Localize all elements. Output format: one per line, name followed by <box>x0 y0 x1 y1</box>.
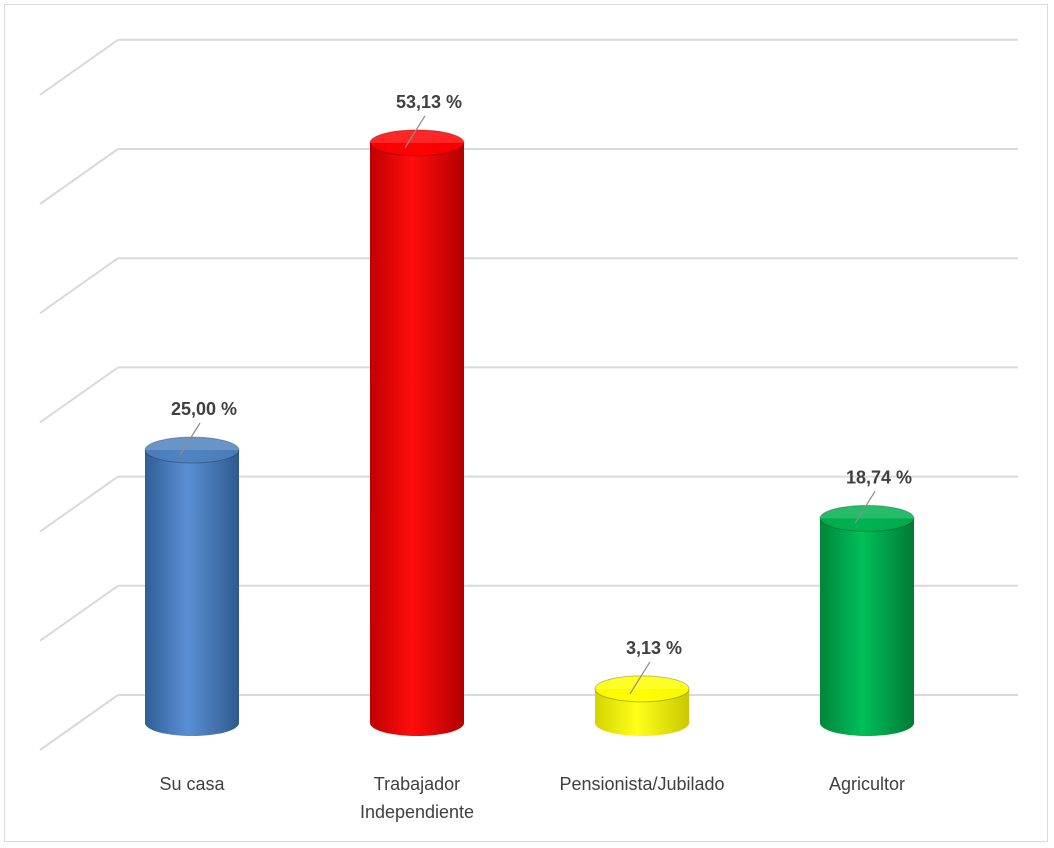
data-label: 53,13 % <box>396 92 462 112</box>
leader-line <box>404 115 426 149</box>
bar-top <box>595 675 689 702</box>
gridline-side <box>39 148 119 205</box>
gridline-side <box>39 38 119 96</box>
gridline-side <box>39 475 119 533</box>
gridline-side <box>39 694 119 751</box>
category-label: Trabajador <box>374 774 460 794</box>
data-label: 3,13 % <box>626 638 682 658</box>
bar-body <box>820 518 914 736</box>
bar-top-edge <box>144 436 240 464</box>
bar-top <box>370 129 464 156</box>
leader-line <box>854 491 876 524</box>
leader-line <box>179 422 201 456</box>
bar-top-edge <box>594 675 690 703</box>
bar-top <box>145 437 239 463</box>
bar-body <box>145 450 239 736</box>
labels: 25,00 % Su casa 53,13 % Trabajador Independi… <box>159 92 912 822</box>
bar-4 <box>819 504 915 736</box>
bars <box>144 129 915 736</box>
data-label: 18,74 % <box>846 467 912 487</box>
category-label: Agricultor <box>829 774 905 794</box>
gridline-side <box>39 366 119 424</box>
category-label: Su casa <box>159 774 225 794</box>
data-label: 25,00 % <box>171 399 237 419</box>
category-label: Independiente <box>360 802 474 822</box>
gridline-side <box>39 584 119 642</box>
bar-top <box>820 505 914 532</box>
category-label: Pensionista/Jubilado <box>559 774 724 794</box>
bar-2 <box>369 129 465 736</box>
bar-1 <box>144 436 240 736</box>
leader-line <box>629 661 651 695</box>
bar-body <box>595 688 689 736</box>
bar-3 <box>594 675 690 736</box>
bar-top-edge <box>819 504 915 532</box>
gridline-side <box>39 257 119 315</box>
bar-top-edge <box>369 129 465 157</box>
bar-body <box>370 142 464 736</box>
